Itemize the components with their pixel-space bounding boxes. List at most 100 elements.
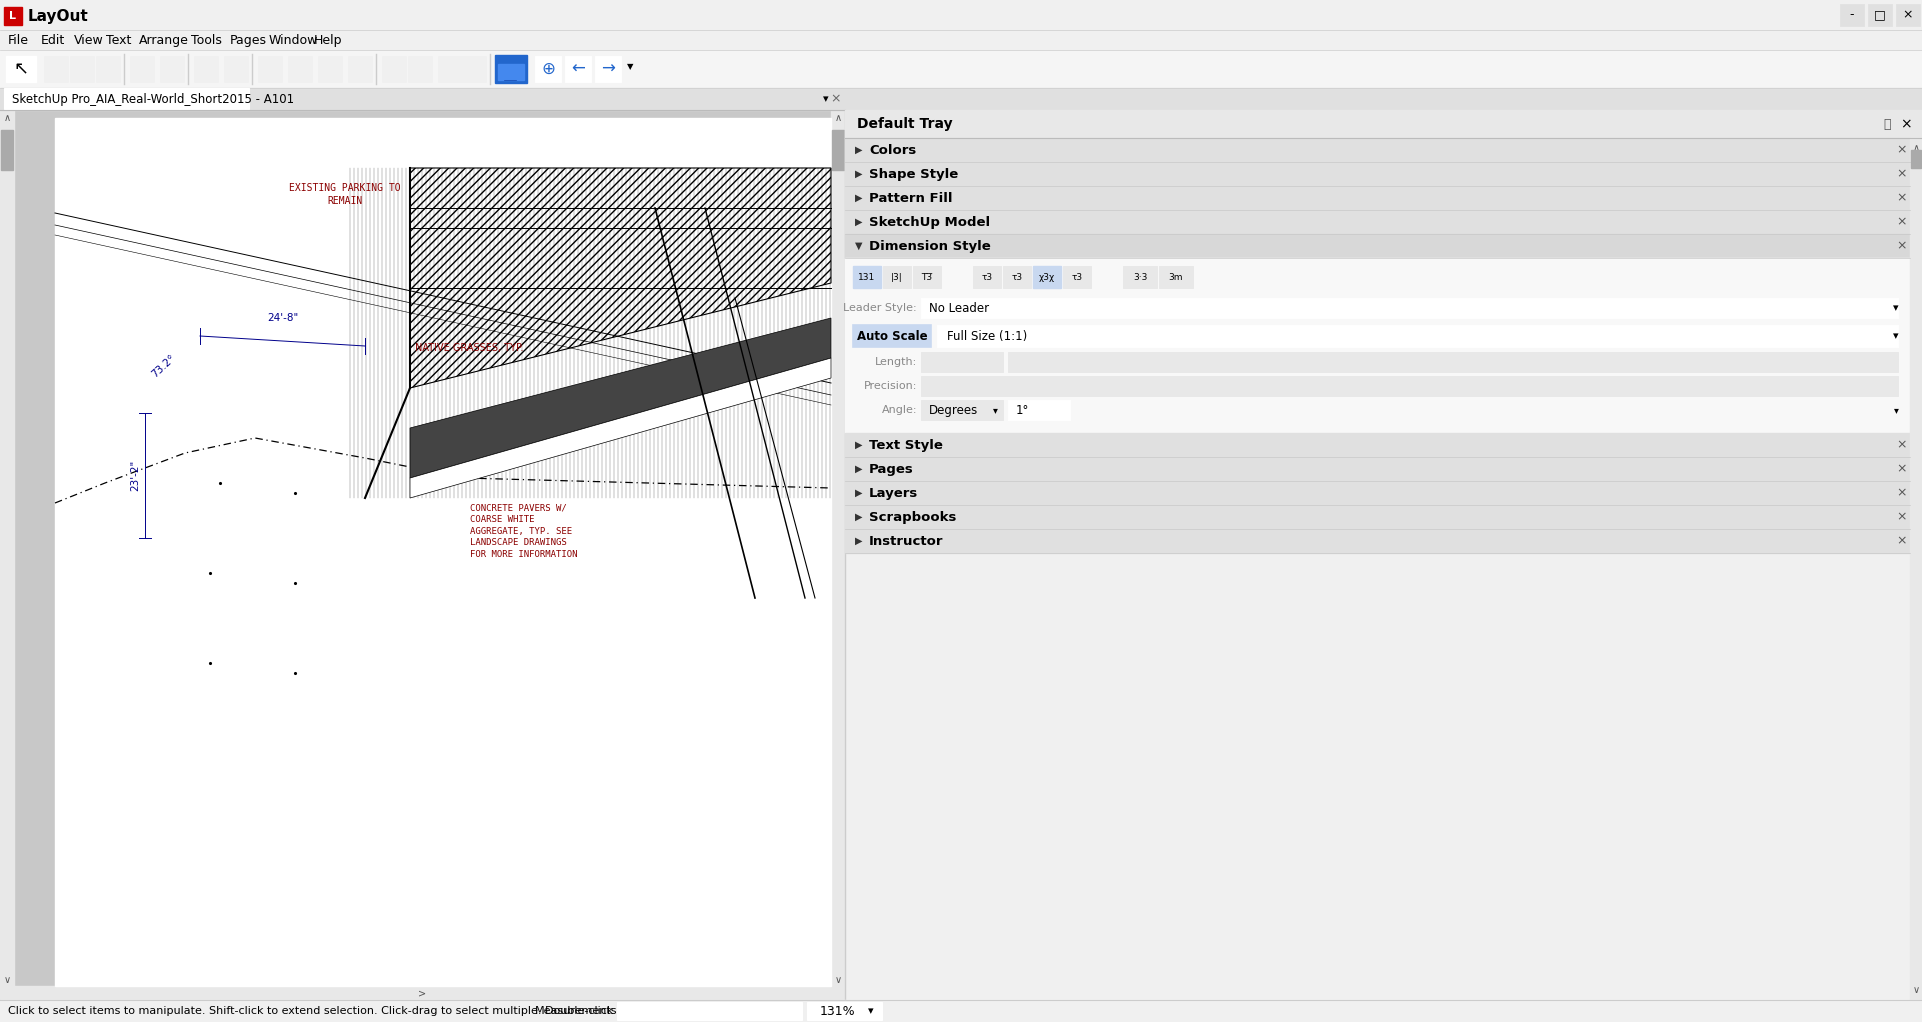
Bar — [846, 481, 1910, 505]
Text: ∨: ∨ — [834, 975, 842, 985]
Text: EXISTING PARKING TO
REMAIN: EXISTING PARKING TO REMAIN — [288, 183, 402, 206]
Text: ∧: ∧ — [4, 113, 10, 123]
Text: Dimension Style: Dimension Style — [869, 239, 990, 252]
Bar — [853, 325, 930, 347]
Bar — [288, 56, 311, 82]
Bar — [846, 234, 1910, 258]
Bar — [1032, 266, 1061, 288]
Text: Leader Style:: Leader Style: — [844, 303, 917, 313]
Text: τ3: τ3 — [1071, 273, 1082, 281]
Text: Degrees: Degrees — [928, 404, 978, 417]
Text: ×: × — [1903, 8, 1912, 21]
Text: ▶: ▶ — [855, 536, 863, 546]
Text: □: □ — [1874, 8, 1885, 21]
Text: Pages: Pages — [229, 34, 267, 46]
Text: χ3χ: χ3χ — [1040, 273, 1055, 281]
Bar — [846, 505, 1910, 529]
Text: ▾: ▾ — [823, 94, 828, 104]
Text: ×: × — [1897, 535, 1907, 548]
Bar — [1910, 138, 1922, 1000]
Text: ▾: ▾ — [1893, 303, 1899, 313]
Text: ×: × — [1897, 239, 1907, 252]
Bar — [0, 110, 13, 1000]
Text: File: File — [8, 34, 29, 46]
Bar — [1839, 4, 1864, 26]
Bar — [160, 56, 185, 82]
Bar — [317, 56, 342, 82]
Bar — [194, 56, 217, 82]
Text: Text Style: Text Style — [869, 438, 944, 452]
Bar — [6, 56, 37, 82]
Text: ⑂: ⑂ — [1884, 118, 1891, 131]
Text: Measurements: Measurements — [534, 1006, 617, 1016]
Text: Instructor: Instructor — [869, 535, 944, 548]
Text: ∨: ∨ — [1912, 985, 1920, 995]
Bar — [0, 0, 1922, 30]
Text: >: > — [417, 988, 427, 998]
Text: Angle:: Angle: — [882, 405, 917, 415]
Text: Tools: Tools — [190, 34, 221, 46]
Bar — [846, 457, 1910, 481]
Bar — [973, 266, 1001, 288]
Text: ▶: ▶ — [855, 217, 863, 227]
Bar — [853, 266, 880, 288]
Polygon shape — [409, 318, 830, 478]
Bar — [69, 56, 94, 82]
Text: ▾: ▾ — [869, 1006, 875, 1016]
Text: Auto Scale: Auto Scale — [857, 329, 926, 342]
Text: ×: × — [1897, 486, 1907, 500]
Text: ▶: ▶ — [855, 193, 863, 203]
Text: T̅3̅: T̅3̅ — [921, 273, 932, 281]
Text: ▶: ▶ — [855, 440, 863, 450]
Bar — [846, 186, 1910, 210]
Bar — [0, 88, 1922, 110]
Text: Edit: Edit — [40, 34, 65, 46]
Text: ∧: ∧ — [1912, 143, 1920, 153]
Text: ∧: ∧ — [834, 113, 842, 123]
Text: τ3: τ3 — [1011, 273, 1023, 281]
Bar — [846, 529, 1910, 553]
Text: ▶: ▶ — [855, 464, 863, 474]
Bar — [258, 56, 283, 82]
Bar — [1122, 266, 1157, 288]
Bar — [13, 986, 830, 1000]
Bar — [56, 118, 830, 986]
Bar — [498, 64, 525, 80]
Text: ×: × — [1897, 511, 1907, 523]
Bar — [913, 266, 942, 288]
Text: -: - — [1849, 8, 1855, 21]
Text: ×: × — [1901, 117, 1912, 131]
Bar — [2, 130, 13, 170]
Bar — [846, 258, 1910, 433]
Text: Help: Help — [313, 34, 342, 46]
Bar — [1063, 266, 1092, 288]
Text: LayOut: LayOut — [29, 8, 88, 24]
Bar — [438, 56, 461, 82]
Bar — [921, 376, 1899, 396]
Bar — [461, 56, 486, 82]
Text: No Leader: No Leader — [928, 301, 990, 315]
Text: 3m: 3m — [1169, 273, 1184, 281]
Text: ▾: ▾ — [1893, 357, 1899, 367]
Bar — [1910, 150, 1920, 168]
Text: ▶: ▶ — [855, 487, 863, 498]
Polygon shape — [409, 168, 830, 388]
Text: ▼: ▼ — [627, 62, 632, 72]
Bar — [0, 1000, 1922, 1022]
Bar — [1007, 400, 1071, 420]
Text: |3|: |3| — [892, 273, 903, 281]
Text: Click to select items to manipulate. Shift-click to extend selection. Click-drag: Click to select items to manipulate. Shi… — [8, 1006, 698, 1016]
Text: ×: × — [1897, 216, 1907, 229]
Text: Layers: Layers — [869, 486, 919, 500]
Text: 131: 131 — [859, 273, 876, 281]
Bar — [882, 266, 911, 288]
Text: Colors: Colors — [869, 143, 917, 156]
Text: ←: ← — [571, 60, 584, 78]
Text: Arrange: Arrange — [138, 34, 188, 46]
Bar — [131, 56, 154, 82]
Text: ×: × — [1897, 438, 1907, 452]
Text: L: L — [10, 11, 17, 21]
Text: Shape Style: Shape Style — [869, 168, 959, 181]
Text: Pages: Pages — [869, 463, 913, 475]
Bar — [0, 30, 1922, 50]
